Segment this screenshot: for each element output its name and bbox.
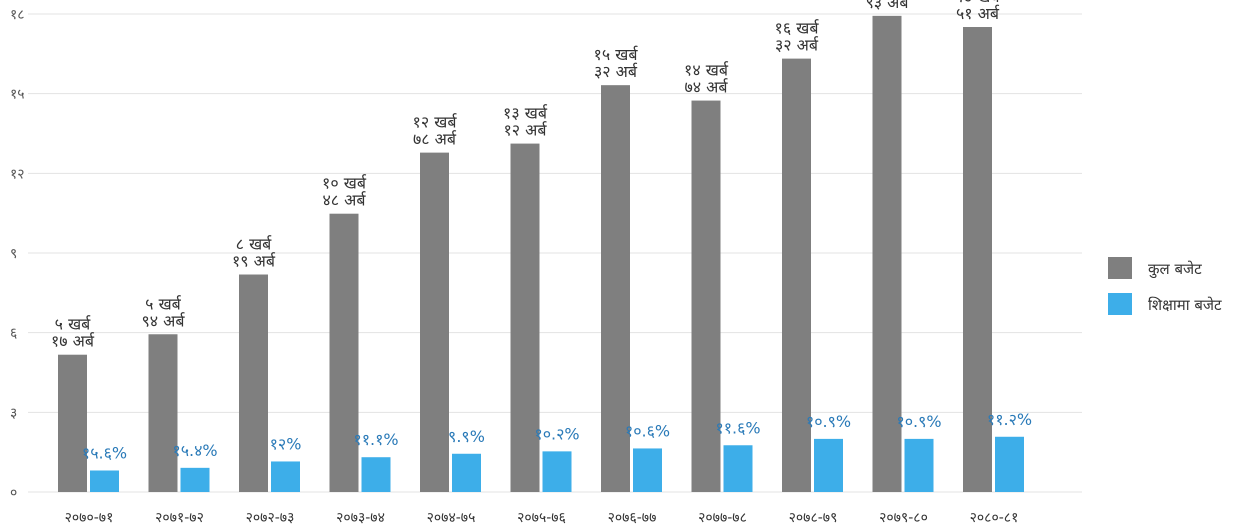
education-share-label: ११.२%	[987, 410, 1032, 429]
bar-education-budget	[271, 461, 300, 492]
bar-education-budget	[814, 438, 843, 492]
education-share-label: १०.९%	[806, 412, 851, 431]
legend-swatch-total	[1108, 257, 1132, 279]
total-budget-label-line2: ९४ अर्ब	[141, 311, 185, 330]
bar-total-budget	[329, 213, 359, 492]
total-budget-label-line2: १७ अर्ब	[51, 332, 95, 351]
education-share-label: ११.६%	[715, 418, 760, 437]
total-budget-label-line1: १३ खर्ब	[503, 104, 548, 123]
bar-education-budget	[723, 445, 753, 492]
total-budget-label-line2: ३२ अर्ब	[594, 62, 638, 81]
y-axis-ticks: ० ३ ६ ९ १२ १५ १८	[10, 7, 25, 501]
total-budget-label-line2: ३२ अर्ब	[775, 36, 819, 55]
education-share-label: ११.१%	[353, 430, 398, 449]
education-share-label: १०.६%	[625, 421, 670, 440]
total-budget-label-line2: ७८ अर्ब	[413, 130, 457, 149]
total-budget-label-line1: १२ खर्ब	[413, 113, 458, 132]
x-tick-label: २०७०-७१	[65, 510, 114, 526]
total-budget-label-line2: ५१ अर्ब	[956, 4, 1000, 23]
bar-education-budget	[542, 451, 572, 492]
total-budget-label-line2: १९ अर्ब	[232, 252, 276, 271]
x-tick-label: २०७५-७६	[517, 510, 566, 526]
bar-education-budget	[452, 453, 481, 492]
x-tick-label: २०७२-७३	[246, 510, 295, 526]
bar-total-budget	[872, 15, 902, 493]
total-budget-label-line2: ७४ अर्ब	[684, 78, 728, 97]
legend-label-total: कुल बजेट	[1148, 260, 1202, 279]
education-share-label: ९.९%	[448, 427, 485, 446]
education-share-label: १२%	[270, 434, 302, 453]
bar-total-budget	[782, 58, 811, 492]
y-tick-label: १५	[10, 87, 25, 103]
bar-total-budget	[691, 100, 721, 493]
total-budget-label-line1: १६ खर्ब	[775, 19, 820, 38]
bar-education-budget	[633, 448, 662, 492]
y-tick-label: १२	[10, 166, 25, 182]
bar-total-budget	[420, 152, 449, 492]
bar-total-budget	[239, 274, 268, 492]
total-budget-label-line2: ४८ अर्ब	[322, 191, 366, 210]
bar-total-budget	[58, 354, 87, 492]
total-budget-label-line2: १२ अर्ब	[503, 121, 547, 140]
bar-education-budget	[904, 438, 934, 492]
bar-education-budget	[180, 467, 210, 492]
x-axis-ticks: २०७०-७१ २०७१-७२ २०७२-७३ २०७३-७४ २०७४-७५ २०७५-…	[65, 510, 1019, 526]
total-budget-label-line1: १४ खर्ब	[684, 61, 729, 80]
total-budget-label-line2: ९३ अर्ब	[865, 0, 909, 12]
y-tick-label: ३	[10, 405, 17, 421]
x-tick-label: २०७८-७९	[789, 510, 838, 526]
education-share-label: १०.९%	[896, 412, 941, 431]
total-budget-label-line1: १० खर्ब	[322, 174, 367, 193]
bar-total-budget	[510, 143, 540, 492]
x-tick-label: २०७३-७४	[336, 510, 385, 526]
x-tick-label: २०७९-८०	[879, 510, 928, 526]
bar-education-budget	[995, 436, 1024, 492]
education-share-label: १५.४%	[172, 441, 217, 460]
education-share-label: १०.२%	[534, 424, 579, 443]
grid-layer	[28, 13, 1082, 493]
x-tick-label: २०७४-७५	[427, 510, 476, 526]
y-tick-label: ९	[10, 246, 17, 262]
y-tick-label: ६	[10, 326, 17, 342]
bar-total-budget	[148, 334, 178, 492]
legend-swatch-education	[1108, 293, 1132, 315]
legend-label-education: शिक्षामा बजेट	[1148, 296, 1222, 314]
x-tick-label: २०७६-७७	[608, 510, 657, 526]
total-budget-label-line1: १५ खर्ब	[594, 45, 639, 64]
bar-total-budget	[963, 27, 992, 493]
bar-education-budget	[90, 470, 119, 492]
total-budget-label-line1: ८ खर्ब	[236, 235, 273, 254]
bar-education-budget	[361, 457, 391, 492]
total-budget-label-line1: १७ खर्ब	[956, 0, 1001, 6]
education-share-label: १५.६%	[82, 443, 127, 462]
x-tick-label: २०७१-७२	[155, 510, 204, 526]
bars-layer	[58, 15, 1024, 493]
y-tick-label: १८	[10, 7, 25, 23]
data-labels-layer: ५ खर्ब१७ अर्ब१५.६%५ खर्ब९४ अर्ब१५.४%८ खर…	[51, 0, 1032, 462]
total-budget-label-line1: ५ खर्ब	[55, 315, 92, 334]
legend: कुल बजेट शिक्षामा बजेट	[1108, 257, 1222, 315]
bar-total-budget	[601, 85, 630, 493]
y-tick-label: ०	[10, 485, 17, 501]
x-tick-label: २०७७-७८	[698, 510, 747, 526]
total-budget-label-line1: ५ खर्ब	[145, 294, 182, 313]
x-tick-label: २०८०-८१	[970, 510, 1019, 526]
